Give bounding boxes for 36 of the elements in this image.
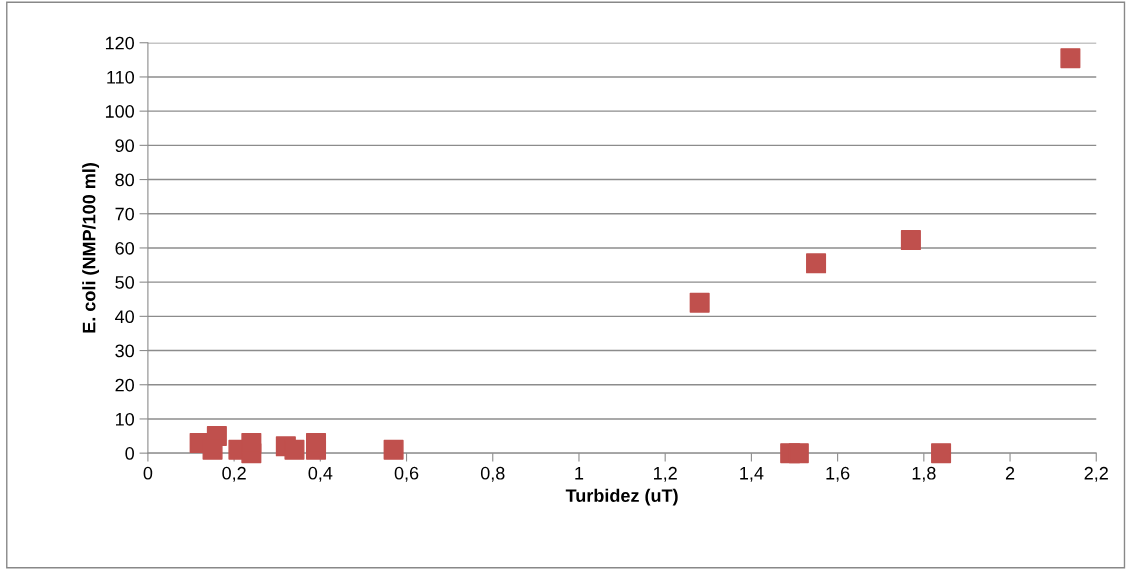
x-axis-title: Turbidez (uT) <box>565 488 678 506</box>
x-tick-label: 0,6 <box>394 466 419 482</box>
y-tick-label: 30 <box>115 344 134 358</box>
y-tick-label: 60 <box>115 241 134 255</box>
point <box>383 439 404 460</box>
x-tick-label: 2,2 <box>1084 466 1108 482</box>
x-tick-label: 0,2 <box>222 466 246 482</box>
point <box>689 292 710 313</box>
y-tick-label: 20 <box>115 378 134 392</box>
y-tick-label: 90 <box>115 139 134 153</box>
x-tick-label: 1,8 <box>912 466 936 482</box>
x-tick-label: 1,4 <box>740 467 764 482</box>
y-tick-label: 40 <box>115 310 134 324</box>
x-tick-label: 0,4 <box>308 466 333 482</box>
y-tick-label: 100 <box>105 105 134 118</box>
point <box>284 439 305 460</box>
x-tick-label: 1 <box>575 467 584 480</box>
point <box>806 253 827 274</box>
y-tick-label: 110 <box>107 70 134 84</box>
y-tick-label: 0 <box>125 447 134 460</box>
point <box>931 443 952 464</box>
y-tick-label: 120 <box>105 36 134 50</box>
x-tick-label: 2 <box>1005 466 1015 480</box>
x-tick-label: 0 <box>143 466 153 480</box>
x-tick-label: 1,6 <box>826 466 850 482</box>
y-tick-label: 70 <box>115 207 134 221</box>
y-tick-label: 80 <box>115 173 134 187</box>
point <box>788 443 809 464</box>
y-axis-title: E. coli (NMP/100 ml) <box>82 163 100 333</box>
y-tick-label: 50 <box>115 276 134 289</box>
y-tick-label: 10 <box>116 412 134 426</box>
point <box>900 230 921 251</box>
x-tick-label: 1,2 <box>654 466 677 482</box>
x-tick-label: 0,8 <box>480 466 505 482</box>
point <box>241 432 262 453</box>
point <box>1060 48 1081 69</box>
